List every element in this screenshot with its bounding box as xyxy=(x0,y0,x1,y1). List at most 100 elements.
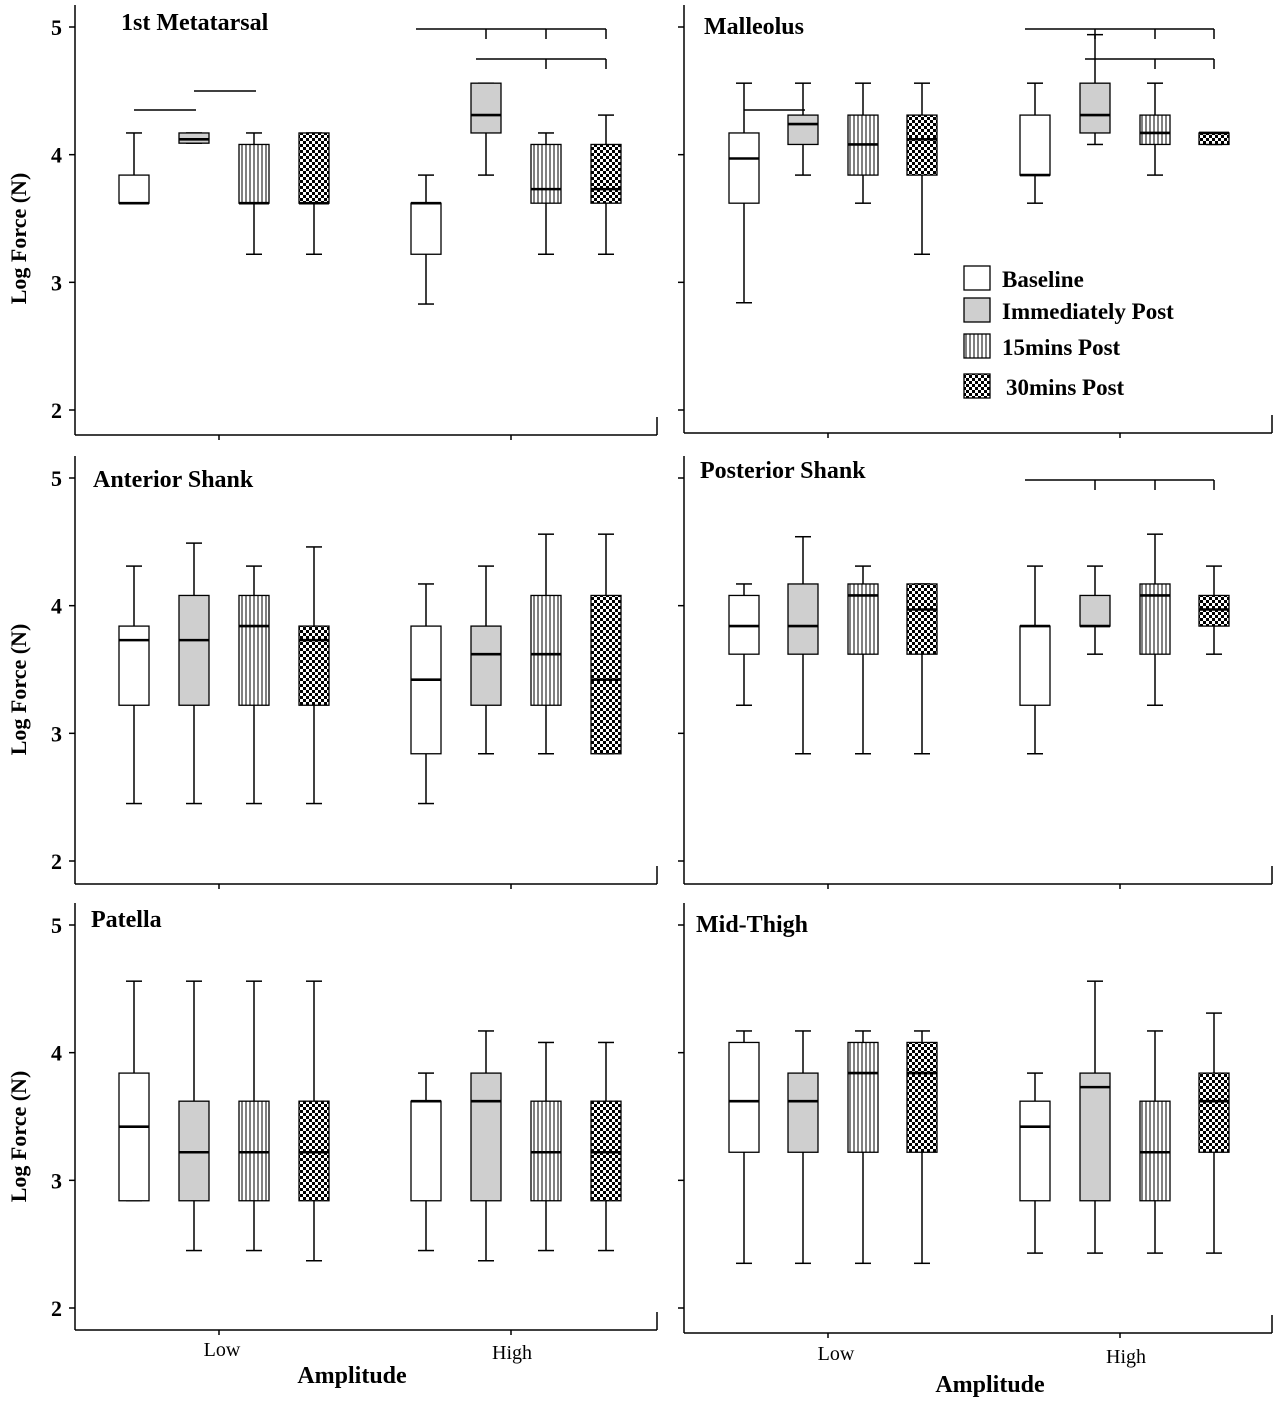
significance-bracket xyxy=(416,28,607,39)
legend-item-baseline: Baseline xyxy=(963,265,1084,292)
box-high-15mins-post xyxy=(1139,533,1171,706)
x-axis-title: Amplitude xyxy=(935,1372,1045,1398)
panel-title: Patella xyxy=(91,907,162,933)
box-iqr xyxy=(1198,1072,1230,1153)
box-iqr xyxy=(728,132,760,204)
legend-item-30mins-post: 30mins Post xyxy=(963,373,1125,400)
box-iqr xyxy=(1079,1072,1111,1202)
box-iqr xyxy=(118,1072,150,1202)
box-iqr xyxy=(238,594,270,706)
box-high-baseline xyxy=(1019,1072,1051,1254)
box-low-30mins-post xyxy=(906,583,938,755)
legend-swatch xyxy=(963,297,991,323)
box-iqr xyxy=(530,143,562,204)
y-tick-label: 3 xyxy=(51,270,62,295)
y-tick-label: 4 xyxy=(51,594,62,619)
box-low-30mins-post xyxy=(298,546,330,805)
panel-mid-thigh: Mid-Thigh xyxy=(678,903,1273,1338)
box-iqr xyxy=(238,143,270,204)
y-tick-label: 5 xyxy=(51,466,62,491)
box-high-15mins-post xyxy=(530,533,562,755)
box-high-immediately-post xyxy=(470,565,502,755)
box-iqr xyxy=(118,174,150,204)
box-low-baseline xyxy=(118,132,150,205)
significance-bracket xyxy=(476,58,607,69)
y-tick-label: 2 xyxy=(51,398,62,423)
y-tick-label: 3 xyxy=(51,1168,62,1193)
box-low-15mins-post xyxy=(238,980,270,1252)
x-category-label: Low xyxy=(204,1339,241,1361)
box-high-30mins-post xyxy=(590,1041,622,1252)
box-low-30mins-post xyxy=(298,132,330,255)
legend-item-15mins-post: 15mins Post xyxy=(963,333,1121,360)
box-low-immediately-post xyxy=(178,132,210,144)
box-high-15mins-post xyxy=(530,132,562,255)
box-low-immediately-post xyxy=(787,1030,819,1265)
significance-bracket xyxy=(1025,28,1215,39)
box-low-immediately-post xyxy=(178,980,210,1252)
box-iqr xyxy=(847,1041,879,1153)
box-low-baseline xyxy=(728,82,760,304)
box-iqr xyxy=(1019,1100,1051,1202)
panel-title: 1st Metatarsal xyxy=(121,10,269,36)
x-category-label: Low xyxy=(818,1343,855,1365)
box-low-15mins-post xyxy=(847,82,879,204)
box-high-baseline xyxy=(1019,82,1051,204)
y-tick-label: 2 xyxy=(51,1296,62,1321)
box-high-30mins-post xyxy=(590,533,622,755)
box-iqr xyxy=(787,583,819,655)
panel-title: Posterior Shank xyxy=(700,458,866,484)
box-high-immediately-post xyxy=(470,82,502,176)
legend-swatch xyxy=(963,265,991,291)
box-iqr xyxy=(470,625,502,706)
box-high-15mins-post xyxy=(1139,1030,1171,1254)
box-low-baseline xyxy=(118,980,150,1202)
panel-1st-metatarsal: 2 3 4 5 Log Force (N) 1st Metatarsal xyxy=(6,5,658,440)
box-low-15mins-post xyxy=(238,565,270,805)
box-high-15mins-post xyxy=(530,1041,562,1252)
box-iqr xyxy=(1019,625,1051,706)
box-iqr xyxy=(1019,114,1051,176)
box-iqr xyxy=(298,625,330,706)
box-iqr xyxy=(410,202,442,255)
box-high-baseline xyxy=(1019,565,1051,755)
legend-label: 30mins Post xyxy=(1006,375,1125,400)
panel-posterior-shank: Posterior Shank xyxy=(678,456,1273,889)
box-low-30mins-post xyxy=(906,1030,938,1265)
box-iqr xyxy=(298,132,330,204)
y-tick-label: 4 xyxy=(51,1041,62,1066)
box-iqr xyxy=(787,114,819,146)
panels-layer: 2 3 4 5 Log Force (N) 1st Metatarsal Malleolus… xyxy=(6,5,1273,1338)
x-axis-title: Amplitude xyxy=(297,1363,407,1389)
box-low-15mins-post xyxy=(847,1030,879,1265)
panel-title: Anterior Shank xyxy=(93,467,254,493)
box-iqr xyxy=(728,1041,760,1153)
legend-swatch xyxy=(963,373,991,399)
x-category-label: High xyxy=(492,1342,532,1364)
box-low-baseline xyxy=(728,583,760,706)
box-high-baseline xyxy=(410,583,442,805)
box-low-baseline xyxy=(728,1030,760,1265)
box-high-immediately-post xyxy=(470,1030,502,1262)
box-high-immediately-post xyxy=(1079,565,1111,655)
panel-title: Mid-Thigh xyxy=(696,912,808,938)
panel-anterior-shank: 2 3 4 5 Log Force (N) Anterior Shank xyxy=(6,456,658,889)
box-iqr xyxy=(178,594,210,706)
legend-label: Immediately Post xyxy=(1002,299,1174,324)
box-high-30mins-post xyxy=(1198,131,1230,146)
box-high-baseline xyxy=(410,1072,442,1252)
legend-label: 15mins Post xyxy=(1002,335,1121,360)
box-iqr xyxy=(410,625,442,755)
box-iqr xyxy=(470,1072,502,1202)
box-low-15mins-post xyxy=(238,132,270,255)
x-axis-labels: Low High Low High Amplitude Amplitude xyxy=(204,1339,1146,1398)
box-high-30mins-post xyxy=(1198,1012,1230,1254)
y-tick-label: 2 xyxy=(51,849,62,874)
box-iqr xyxy=(906,1041,938,1153)
box-iqr xyxy=(590,143,622,204)
box-iqr xyxy=(530,594,562,706)
box-high-30mins-post xyxy=(590,114,622,255)
box-low-30mins-post xyxy=(906,82,938,255)
box-iqr xyxy=(906,583,938,655)
box-iqr xyxy=(1198,132,1230,146)
